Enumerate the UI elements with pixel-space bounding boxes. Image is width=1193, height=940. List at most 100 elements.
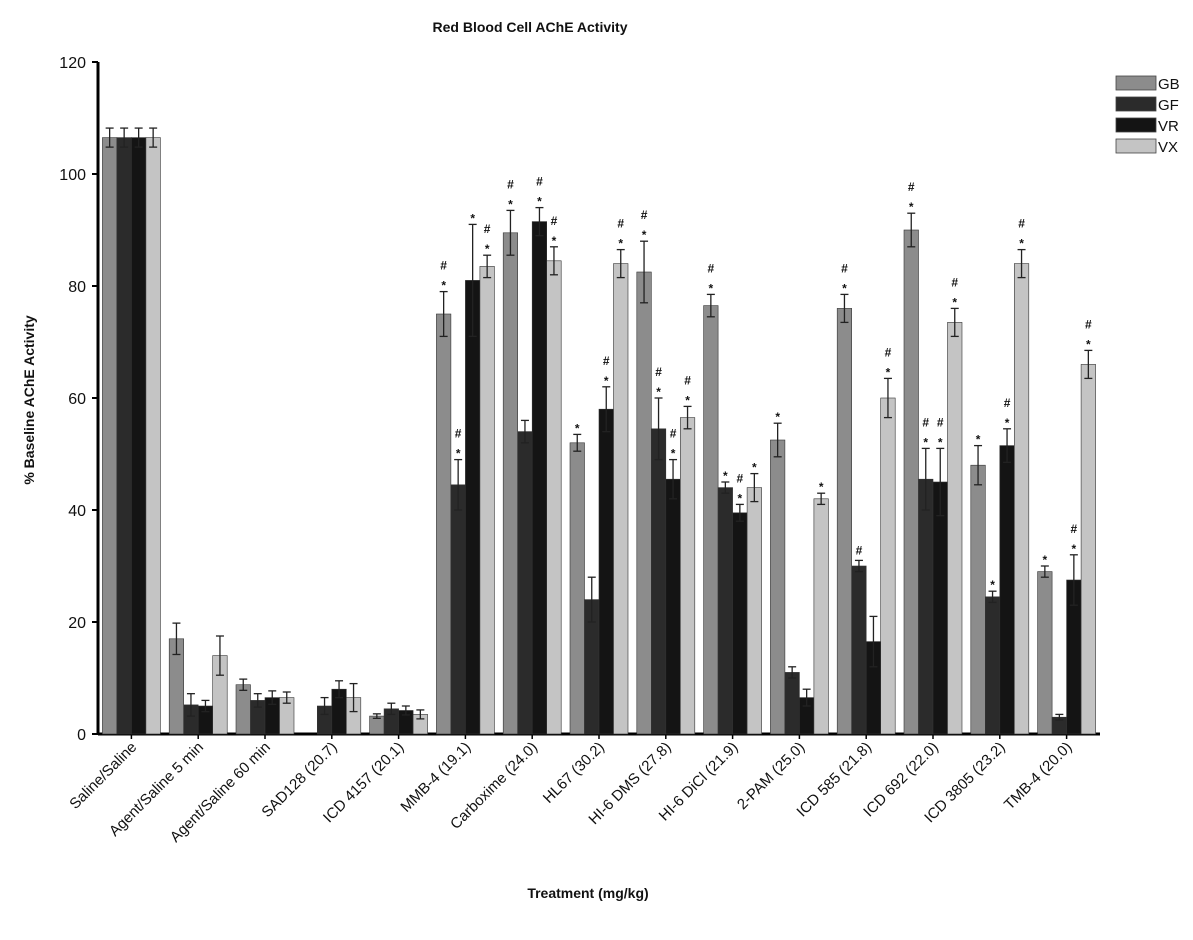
significance-star-marker: * (671, 447, 676, 461)
bar-vr (932, 481, 948, 735)
significance-star-marker: * (575, 421, 580, 435)
legend-label-gb: GB (1158, 76, 1180, 93)
legend-label-gf: GF (1158, 97, 1179, 114)
significance-star-marker: * (938, 435, 943, 449)
significance-star-marker: * (886, 365, 891, 379)
significance-hash-marker: # (1085, 317, 1092, 331)
significance-hash-marker: # (507, 177, 514, 191)
significance-hash-marker: # (670, 427, 677, 441)
significance-star-marker: * (819, 480, 824, 494)
chart-title: Red Blood Cell AChE Activity (433, 19, 628, 35)
significance-hash-marker: # (908, 180, 915, 194)
bar-gb (102, 137, 118, 735)
bar-gb (235, 684, 251, 735)
significance-hash-marker: # (440, 259, 447, 273)
significance-star-marker: * (441, 279, 446, 293)
bar-gb (636, 271, 652, 735)
significance-star-marker: * (508, 197, 513, 211)
bar-gb (770, 439, 786, 735)
significance-star-marker: * (775, 410, 780, 424)
significance-hash-marker: # (937, 415, 944, 429)
significance-hash-marker: # (551, 214, 558, 228)
bar-gf (784, 672, 800, 735)
significance-star-marker: * (552, 234, 557, 248)
significance-star-marker: * (485, 242, 490, 256)
significance-hash-marker: # (737, 471, 744, 485)
significance-hash-marker: # (655, 365, 662, 379)
significance-hash-marker: # (484, 222, 491, 236)
y-tick-label: 80 (68, 279, 86, 296)
bar-vx (679, 417, 696, 735)
significance-star-marker: * (909, 200, 914, 214)
significance-star-marker: * (923, 435, 928, 449)
significance-star-marker: * (952, 295, 957, 309)
bar-gb (569, 442, 585, 735)
y-tick-label: 40 (68, 503, 86, 520)
significance-hash-marker: # (1004, 396, 1011, 410)
significance-hash-marker: # (455, 427, 462, 441)
significance-star-marker: * (752, 461, 757, 475)
bar-gb (836, 308, 853, 735)
bar-gf (450, 484, 466, 735)
legend-swatch-gf (1115, 96, 1157, 112)
y-axis-label: % Baseline AChE Activity (21, 315, 37, 485)
significance-star-marker: * (537, 195, 542, 209)
y-tick-label: 120 (59, 55, 86, 72)
bar-vr (665, 478, 681, 735)
bar-vx (947, 322, 963, 735)
bar-vx (479, 266, 495, 735)
y-tick-label: 0 (77, 727, 86, 744)
legend-swatch-vr (1115, 117, 1157, 133)
bar-gb (502, 232, 519, 735)
bar-gf (650, 428, 667, 735)
significance-hash-marker: # (841, 261, 848, 275)
y-tick-label: 20 (68, 615, 86, 632)
bar-gf (984, 596, 1001, 735)
plot-area: 020406080100120Saline/SalineAgent/Saline… (59, 55, 1100, 846)
significance-star-marker: * (618, 237, 623, 251)
significance-star-marker: * (470, 211, 475, 225)
bar-gf (517, 431, 533, 735)
significance-hash-marker: # (684, 373, 691, 387)
y-tick-label: 100 (59, 167, 86, 184)
bar-vr (131, 137, 147, 735)
significance-star-marker: * (990, 578, 995, 592)
significance-hash-marker: # (708, 261, 715, 275)
significance-hash-marker: # (617, 217, 624, 231)
bar-vr (531, 221, 548, 735)
legend-swatch-gb (1115, 75, 1157, 91)
significance-star-marker: * (738, 491, 743, 505)
bar-gb (970, 464, 986, 735)
bar-gf (918, 478, 934, 735)
y-tick-label: 60 (68, 391, 86, 408)
significance-star-marker: * (1019, 237, 1024, 251)
significance-hash-marker: # (1071, 522, 1078, 536)
significance-hash-marker: # (1018, 217, 1025, 231)
significance-hash-marker: # (536, 175, 543, 189)
significance-star-marker: * (656, 385, 661, 399)
bar-vr (465, 280, 481, 735)
significance-star-marker: * (1043, 553, 1048, 567)
significance-hash-marker: # (603, 354, 610, 368)
bar-vr (999, 445, 1015, 735)
significance-star-marker: * (723, 469, 728, 483)
legend: GB GF VR VX (1115, 75, 1180, 156)
x-tick-label: 2-PAM (25.0) (734, 739, 808, 813)
significance-star-marker: * (642, 228, 647, 242)
significance-star-marker: * (685, 393, 690, 407)
significance-star-marker: * (1086, 337, 1091, 351)
significance-star-marker: * (1072, 542, 1077, 556)
significance-star-marker: * (709, 281, 714, 295)
x-tick-label: Saline/Saline (66, 739, 140, 813)
significance-hash-marker: # (922, 415, 929, 429)
bar-gf (116, 137, 132, 735)
bar-gf (851, 565, 867, 735)
bar-vx (1013, 263, 1030, 735)
bar-vx (613, 263, 629, 735)
bar-vx (546, 260, 562, 735)
x-tick-label: HL67 (30.2) (540, 739, 608, 807)
bar-vx (880, 397, 896, 735)
bar-gb (436, 313, 452, 735)
